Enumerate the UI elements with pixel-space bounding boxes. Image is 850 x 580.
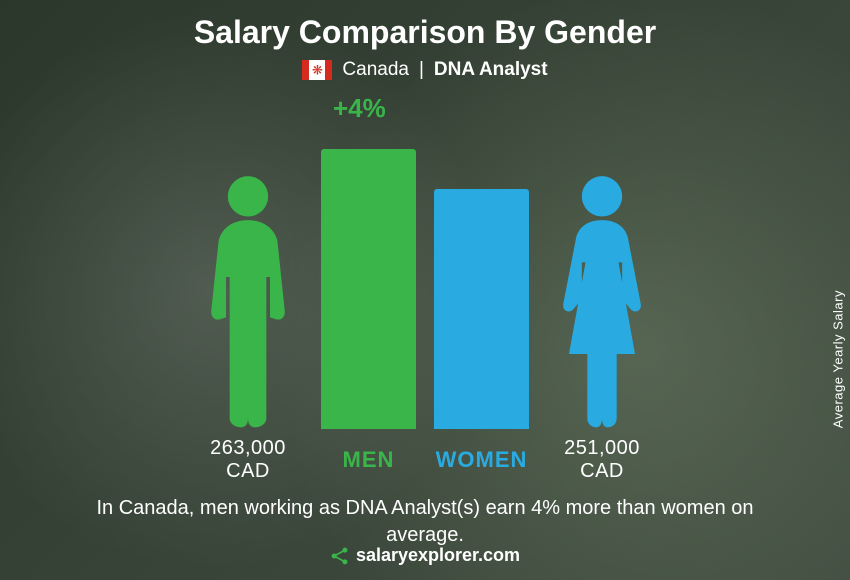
labels-row: 263,000 CAD MEN WOMEN 251,000 CAD [65,437,785,483]
share-icon [330,546,350,566]
men-bar [321,149,416,429]
pct-diff-label: +4% [333,93,386,124]
women-label: WOMEN [434,447,529,473]
chart-area: +4% [65,99,785,429]
canada-flag-icon: ❋ [302,60,332,80]
page-title: Salary Comparison By Gender [194,14,656,51]
man-figure-icon [193,169,303,429]
separator: | [419,59,424,81]
subtitle-row: ❋ Canada | DNA Analyst [302,59,547,81]
footer-site: salaryexplorer.com [356,545,520,566]
infographic-container: Salary Comparison By Gender ❋ Canada | D… [0,0,850,580]
men-label: MEN [321,447,416,473]
men-salary: 263,000 CAD [193,437,303,483]
job-title: DNA Analyst [434,59,548,81]
women-salary: 251,000 CAD [547,437,657,483]
y-axis-label: Average Yearly Salary [831,290,846,428]
women-bar [434,189,529,429]
summary-text: In Canada, men working as DNA Analyst(s)… [55,495,795,549]
country-label: Canada [342,59,409,81]
footer: salaryexplorer.com [330,545,520,566]
woman-figure-icon [547,169,657,429]
